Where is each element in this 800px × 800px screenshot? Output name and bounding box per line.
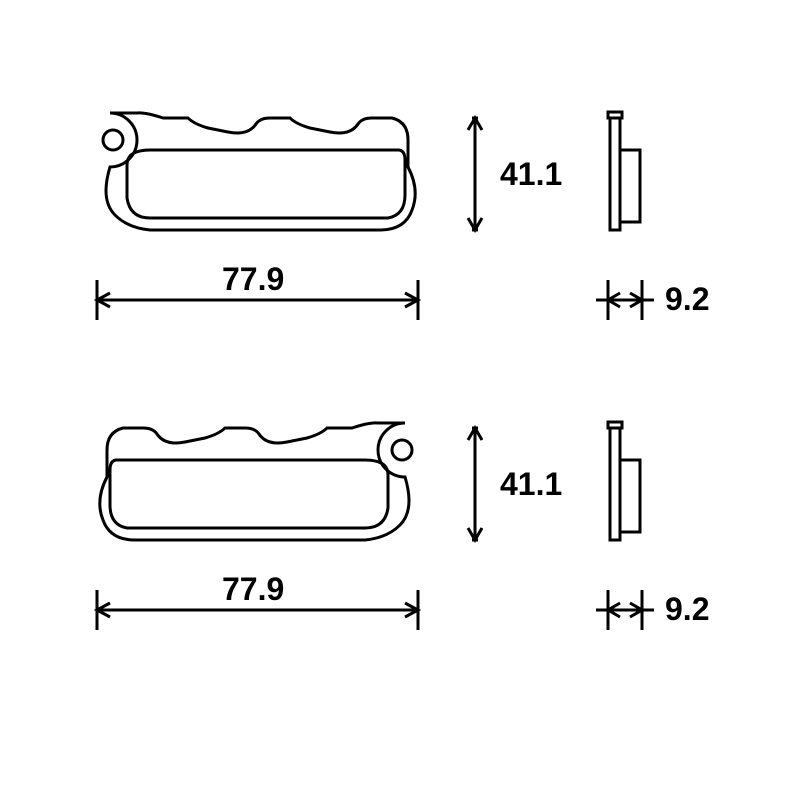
dim-width-bottom: 77.9 <box>97 571 418 630</box>
dim-height-bottom-label: 41.1 <box>500 466 562 502</box>
brake-pad-diagram: 41.1 77.9 9.2 <box>0 0 800 800</box>
dim-height-top: 41.1 <box>468 118 562 230</box>
dim-height-top-label: 41.1 <box>500 156 562 192</box>
dim-thickness-top: 9.2 <box>596 280 709 320</box>
pad-bottom-side-view <box>608 422 640 540</box>
dim-thickness-bottom: 9.2 <box>596 590 709 630</box>
dim-width-top: 77.9 <box>97 261 418 320</box>
dim-thickness-top-label: 9.2 <box>665 281 709 317</box>
dim-thickness-bottom-label: 9.2 <box>665 591 709 627</box>
pad-top-side-view <box>608 112 640 230</box>
pad-top-front-view <box>103 113 415 230</box>
dim-width-top-label: 77.9 <box>222 261 284 297</box>
dim-width-bottom-label: 77.9 <box>222 571 284 607</box>
dim-height-bottom: 41.1 <box>468 428 562 540</box>
pad-bottom-front-view <box>100 423 412 540</box>
